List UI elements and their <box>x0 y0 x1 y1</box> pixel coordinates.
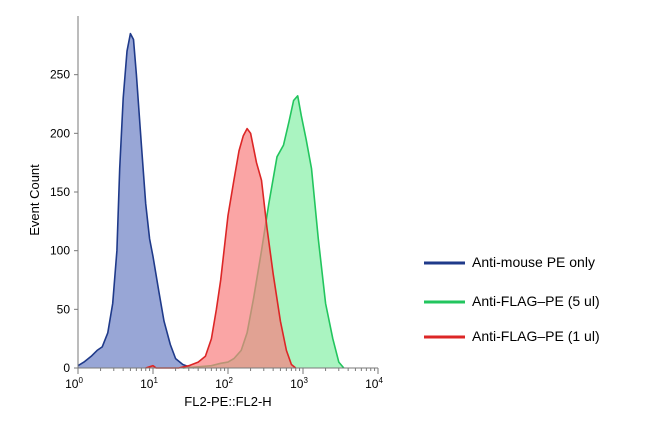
x-tick-label: 103 <box>290 376 308 391</box>
legend-label-2: Anti-FLAG–PE (1 ul) <box>472 328 600 344</box>
series-0-line <box>77 32 194 369</box>
y-axis-title: Event Count <box>27 164 42 236</box>
y-tick-label: 100 <box>50 244 70 258</box>
x-tick-label: 100 <box>65 376 83 391</box>
x-ticks: 100 101 102 103 104 <box>65 368 383 391</box>
legend-label-0: Anti-mouse PE only <box>472 254 595 270</box>
series-2-line <box>145 127 297 369</box>
x-tick-label: 102 <box>215 376 233 391</box>
y-tick-label: 250 <box>50 68 70 82</box>
legend-label-1: Anti-FLAG–PE (5 ul) <box>472 293 600 309</box>
series-0-area <box>78 33 194 368</box>
y-tick-label: 200 <box>50 126 70 140</box>
legend: Anti-mouse PE only Anti-FLAG–PE (5 ul) Ant… <box>424 254 600 344</box>
y-tick-label: 0 <box>63 361 70 375</box>
series-1-area <box>182 95 344 369</box>
series-2-area <box>145 128 296 368</box>
series-layer <box>77 32 345 369</box>
y-tick-label: 150 <box>50 185 70 199</box>
y-tick-label: 50 <box>57 302 71 316</box>
x-axis-title: FL2-PE::FL2-H <box>184 394 271 409</box>
x-tick-label: 104 <box>365 376 383 391</box>
x-tick-label: 101 <box>140 376 158 391</box>
y-ticks: 0 50 100 150 200 250 <box>50 68 78 375</box>
